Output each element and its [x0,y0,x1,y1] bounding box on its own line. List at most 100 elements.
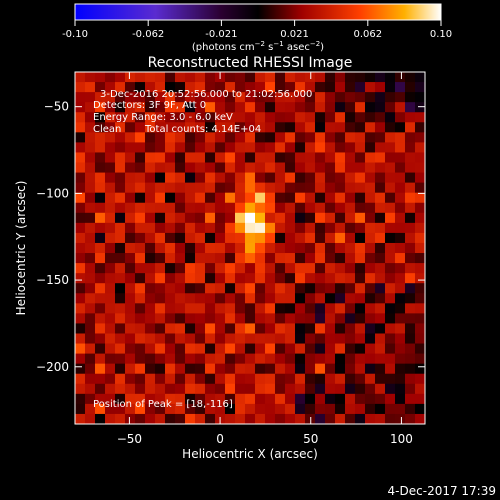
heatmap-cell [325,102,336,113]
heatmap-cell [345,102,356,113]
heatmap-cell [305,212,316,224]
colorbar-tick-label: -0.021 [205,29,237,40]
heatmap-cell [155,343,166,355]
heatmap-cell [315,92,326,103]
annotation-time-range: 3-Dec-2016 20:52:56.000 to 21:02:56.000 [100,89,312,100]
heatmap-cell [145,172,156,184]
heatmap-cell [95,112,106,123]
heatmap-cell [175,303,186,314]
heatmap-cell [395,253,406,264]
heatmap-cell [75,142,86,154]
heatmap-cell [85,242,96,254]
heatmap-cell [335,343,346,355]
heatmap-cell [115,232,126,244]
heatmap-cell [365,112,376,123]
heatmap-cell [325,222,336,234]
heatmap-cell [245,373,256,385]
heatmap-cell [235,122,246,133]
heatmap-cell [135,283,146,294]
heatmap-cell [255,283,266,294]
heatmap-cell [415,323,425,335]
heatmap-cell [205,72,216,83]
heatmap-cell [335,403,346,415]
heatmap-cell [245,273,256,284]
heatmap-cell [285,202,296,214]
heatmap-cell [195,413,206,424]
heatmap-cell [325,293,336,304]
heatmap-cell [405,253,416,264]
heatmap-cell [405,172,416,184]
heatmap-cell [85,142,96,154]
heatmap-cell [295,182,306,194]
heatmap-cell [105,303,116,314]
heatmap-cell [335,413,346,424]
heatmap-cell [325,363,336,375]
heatmap-cell [395,82,406,93]
heatmap-cell [85,383,96,395]
heatmap-cell [325,182,336,194]
heatmap-cell [405,373,416,385]
heatmap-cell [345,142,356,154]
heatmap-cell [175,102,186,113]
heatmap-cell [355,323,366,335]
heatmap-cell [165,162,176,174]
heatmap-cell [395,222,406,234]
heatmap-cell [235,132,246,143]
heatmap-cell [415,232,425,244]
heatmap-cell [125,82,136,93]
heatmap-cell [365,192,376,204]
heatmap-cell [125,293,136,304]
heatmap-cell [125,72,136,83]
heatmap-cell [145,242,156,254]
heatmap-cell [405,212,416,224]
heatmap-cell [175,222,186,234]
heatmap-cell [125,373,136,385]
heatmap-cell [185,273,196,284]
heatmap-cell [215,283,226,294]
heatmap-cell [325,383,336,395]
heatmap-cell [295,323,306,335]
heatmap-cell [235,102,246,113]
heatmap-cell [375,132,386,143]
heatmap-cell [265,253,276,264]
heatmap-cell [295,82,306,93]
heatmap-cell [235,142,246,154]
heatmap-cell [95,222,106,234]
heatmap-cell [355,212,366,224]
heatmap-cell [315,333,326,345]
heatmap-cell [145,102,156,113]
heatmap-cell [185,222,196,234]
heatmap-cell [405,92,416,103]
heatmap-cell [245,182,256,194]
heatmap-cell [375,383,386,395]
heatmap-cell [125,242,136,254]
heatmap-cell [405,182,416,194]
heatmap-cell [405,242,416,254]
heatmap-cell [295,403,306,415]
heatmap-cell [385,222,396,234]
heatmap-cell [135,403,146,415]
heatmap-cell [115,222,126,234]
heatmap-cell [395,343,406,355]
heatmap-cell [305,92,316,103]
heatmap-cell [145,263,156,274]
heatmap-cell [395,192,406,204]
heatmap-cell [155,132,166,143]
heatmap-cell [405,112,416,123]
heatmap-cell [225,363,236,375]
heatmap-cell [285,82,296,93]
heatmap-cell [135,263,146,274]
heatmap-cell [195,283,206,294]
heatmap-cell [355,92,366,103]
heatmap-cell [95,383,106,395]
heatmap-cell [75,373,86,385]
heatmap-cell [325,112,336,123]
heatmap-cell [155,222,166,234]
heatmap-cell [215,383,226,395]
heatmap-cell [185,212,196,224]
heatmap-cell [85,373,96,385]
heatmap-cell [405,263,416,274]
heatmap-cell [105,393,116,405]
heatmap-cell [75,112,86,123]
heatmap-cells [75,72,425,424]
